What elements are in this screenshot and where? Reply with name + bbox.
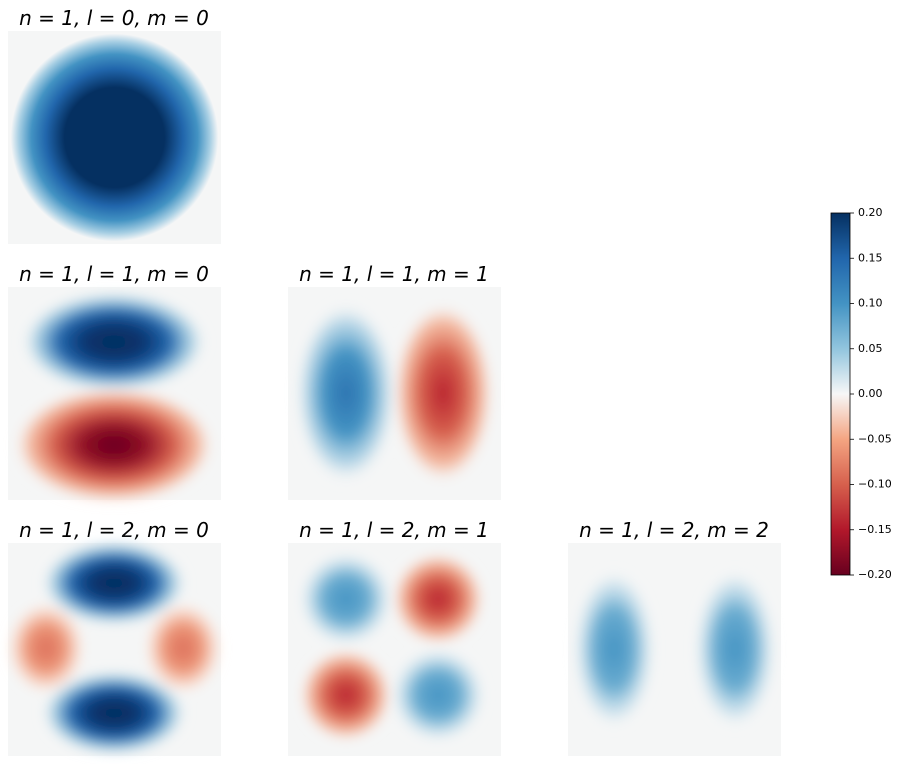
heatmap-panel [8, 287, 221, 503]
tick-label: 0.20 [858, 206, 883, 219]
panel-title: n = 1, l = 1, m = 0 [19, 262, 209, 286]
panel-title: n = 1, l = 2, m = 1 [299, 518, 489, 542]
lobe [300, 649, 392, 741]
lobe [22, 292, 206, 392]
lobe [695, 571, 775, 727]
lobe [42, 541, 186, 625]
tick-label: −0.20 [858, 568, 892, 581]
lobe [10, 33, 219, 242]
lobe [393, 303, 493, 483]
panel-title: n = 1, l = 2, m = 0 [19, 518, 209, 542]
lobe [296, 303, 396, 483]
lobe [574, 571, 654, 727]
lobe [392, 649, 484, 741]
heatmap-panel [568, 543, 781, 756]
tick-label: 0.00 [858, 387, 883, 400]
heatmap-panel [8, 541, 221, 756]
lobe [8, 603, 84, 693]
panel-title: n = 1, l = 1, m = 1 [299, 262, 489, 286]
tick-label: −0.10 [858, 478, 892, 491]
colorbar [830, 212, 851, 576]
lobe [300, 553, 392, 645]
tick-label: 0.05 [858, 342, 883, 355]
lobe [14, 387, 214, 503]
colorbar-ticks: 0.20 0.15 0.10 0.05 0.00 −0.05 −0.10 −0.15 −0.20 [850, 206, 892, 581]
heatmap-panel [8, 31, 221, 244]
heatmap-panel [288, 543, 501, 756]
tick-label: 0.15 [858, 251, 883, 264]
lobe [145, 603, 221, 693]
tick-label: −0.05 [858, 432, 892, 445]
lobe [42, 671, 186, 755]
panel-title: n = 1, l = 2, m = 2 [579, 518, 769, 542]
heatmap-panel [288, 287, 501, 500]
panel-title: n = 1, l = 0, m = 0 [19, 6, 209, 30]
tick-label: 0.10 [858, 297, 883, 310]
lobe [392, 553, 484, 645]
tick-label: −0.15 [858, 523, 892, 536]
